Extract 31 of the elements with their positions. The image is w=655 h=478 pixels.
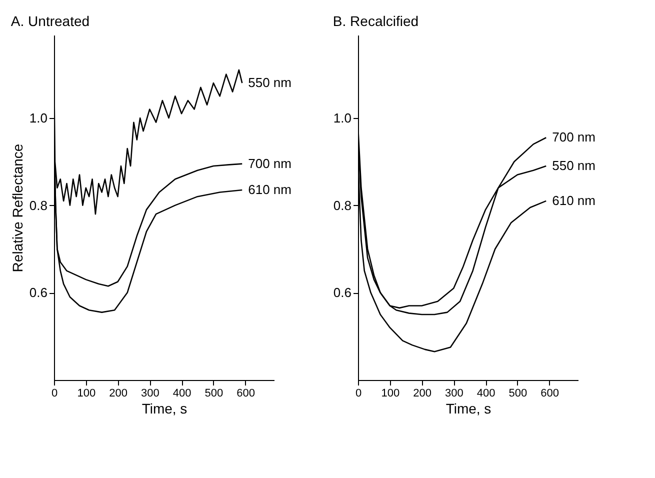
x-tick-label: 500	[508, 388, 528, 400]
chart-title: A. Untreated	[10, 13, 90, 29]
y-tick-label: 1.0	[29, 110, 48, 126]
x-tick-label: 0	[51, 388, 58, 400]
y-tick-label: 1.0	[333, 110, 352, 126]
x-tick-label: 300	[140, 388, 160, 400]
x-tick-label: 500	[204, 388, 224, 400]
series-label: 610 nm	[248, 182, 292, 198]
x-tick-label: 300	[444, 388, 464, 400]
x-tick-label: 600	[236, 388, 255, 400]
y-tick-label: 0.8	[333, 198, 352, 213]
x-axis-title: Time, s	[446, 400, 492, 416]
series-label: 550 nm	[248, 75, 292, 90]
series-label: 550 nm	[552, 158, 596, 174]
y-tick-label: 0.6	[333, 285, 352, 300]
x-tick-label: 100	[381, 388, 400, 400]
series-label: 610 nm	[552, 192, 596, 208]
x-tick-label: 200	[109, 388, 128, 400]
x-tick-label: 400	[172, 388, 192, 400]
y-tick-label: 0.6	[29, 285, 48, 300]
x-tick-label: 100	[77, 388, 96, 400]
y-axis-title: Relative Reflectance	[9, 144, 26, 272]
series-label: 700 nm	[552, 130, 596, 145]
series-label: 700 nm	[248, 156, 292, 171]
x-tick-label: 0	[355, 388, 362, 400]
y-tick-label: 0.8	[29, 198, 48, 213]
chart-title: B. Recalcified	[332, 13, 419, 29]
x-tick-label: 600	[540, 388, 559, 400]
x-tick-label: 200	[413, 388, 432, 400]
x-tick-label: 400	[476, 388, 496, 400]
x-axis-title: Time, s	[142, 400, 188, 416]
